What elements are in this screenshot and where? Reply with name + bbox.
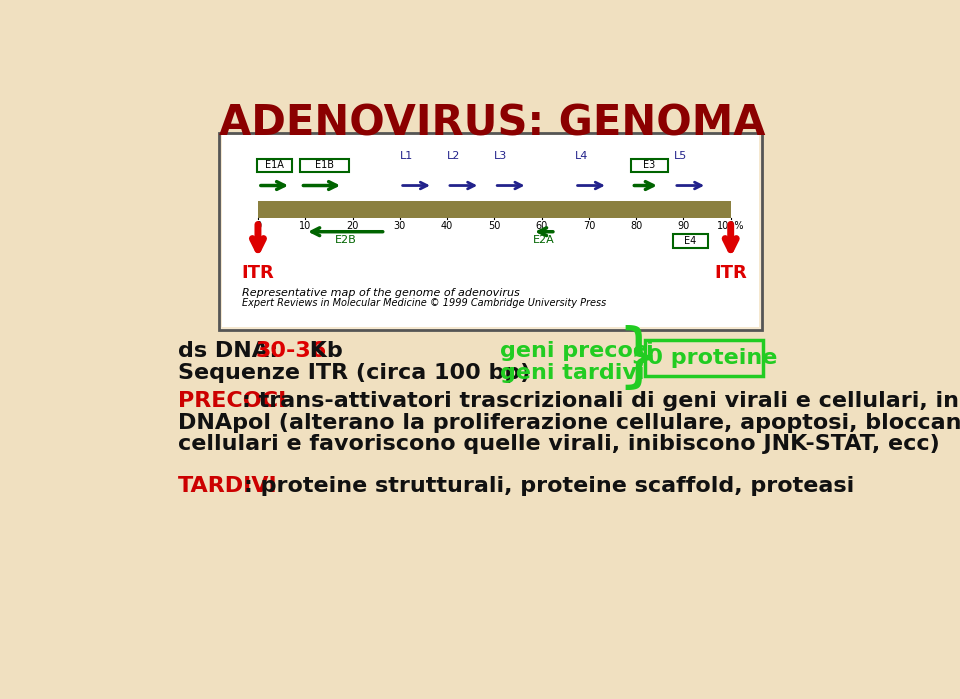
Text: Expert Reviews in Molecular Medicine © 1999 Cambridge University Press: Expert Reviews in Molecular Medicine © 1…: [243, 298, 607, 308]
Text: L4: L4: [575, 151, 588, 161]
Text: ADENOVIRUS: GENOMA: ADENOVIRUS: GENOMA: [219, 102, 765, 145]
Text: L5: L5: [674, 151, 687, 161]
Text: L2: L2: [447, 151, 461, 161]
Text: E2A: E2A: [533, 235, 555, 245]
Text: 10: 10: [300, 221, 311, 231]
Text: }: }: [616, 324, 660, 391]
Text: geni precoci: geni precoci: [500, 341, 654, 361]
Text: cellulari e favoriscono quelle virali, inibiscono JNK-STAT, ecc): cellulari e favoriscono quelle virali, i…: [179, 434, 940, 454]
Text: E4: E4: [684, 236, 697, 246]
Text: Representative map of the genome of adenovirus: Representative map of the genome of aden…: [243, 287, 520, 298]
Text: geni tardivi: geni tardivi: [500, 363, 644, 382]
Text: 20: 20: [347, 221, 359, 231]
Text: PRECOCI: PRECOCI: [179, 391, 286, 411]
Text: 50: 50: [488, 221, 500, 231]
FancyBboxPatch shape: [300, 159, 348, 173]
Text: Sequenze ITR (circa 100 bp): Sequenze ITR (circa 100 bp): [179, 363, 531, 382]
FancyBboxPatch shape: [257, 159, 292, 173]
FancyBboxPatch shape: [222, 136, 759, 327]
Text: 80: 80: [630, 221, 642, 231]
Text: 0: 0: [255, 221, 261, 231]
Text: E3: E3: [643, 161, 656, 171]
Text: ITR: ITR: [714, 264, 747, 282]
FancyBboxPatch shape: [631, 159, 667, 173]
Text: 70: 70: [583, 221, 595, 231]
Text: 30-36: 30-36: [255, 341, 326, 361]
Text: ds DNA:: ds DNA:: [179, 341, 286, 361]
FancyBboxPatch shape: [645, 340, 763, 377]
Text: 40: 40: [441, 221, 453, 231]
Text: : trans-attivatori trascrizionali di geni virali e cellulari, incluse la propria: : trans-attivatori trascrizionali di gen…: [242, 391, 960, 411]
Text: 60: 60: [536, 221, 548, 231]
FancyBboxPatch shape: [673, 234, 708, 248]
Text: 100%: 100%: [717, 221, 744, 231]
Text: DNApol (alterano la proliferazione cellulare, apoptosi, bloccano sintesi protein: DNApol (alterano la proliferazione cellu…: [179, 412, 960, 433]
Text: 90: 90: [678, 221, 689, 231]
Text: E2B: E2B: [334, 235, 356, 245]
Text: ITR: ITR: [242, 264, 275, 282]
FancyBboxPatch shape: [219, 134, 761, 329]
Text: L3: L3: [494, 151, 508, 161]
Text: 50 proteine: 50 proteine: [632, 348, 777, 368]
Text: E1A: E1A: [265, 161, 284, 171]
Text: 30: 30: [394, 221, 406, 231]
Text: Kb: Kb: [302, 341, 343, 361]
Text: TARDIVI: TARDIVI: [179, 476, 277, 496]
Text: : proteine strutturali, proteine scaffold, proteasi: : proteine strutturali, proteine scaffol…: [244, 476, 854, 496]
FancyBboxPatch shape: [258, 201, 731, 218]
Text: E1B: E1B: [315, 161, 334, 171]
Text: L1: L1: [399, 151, 413, 161]
